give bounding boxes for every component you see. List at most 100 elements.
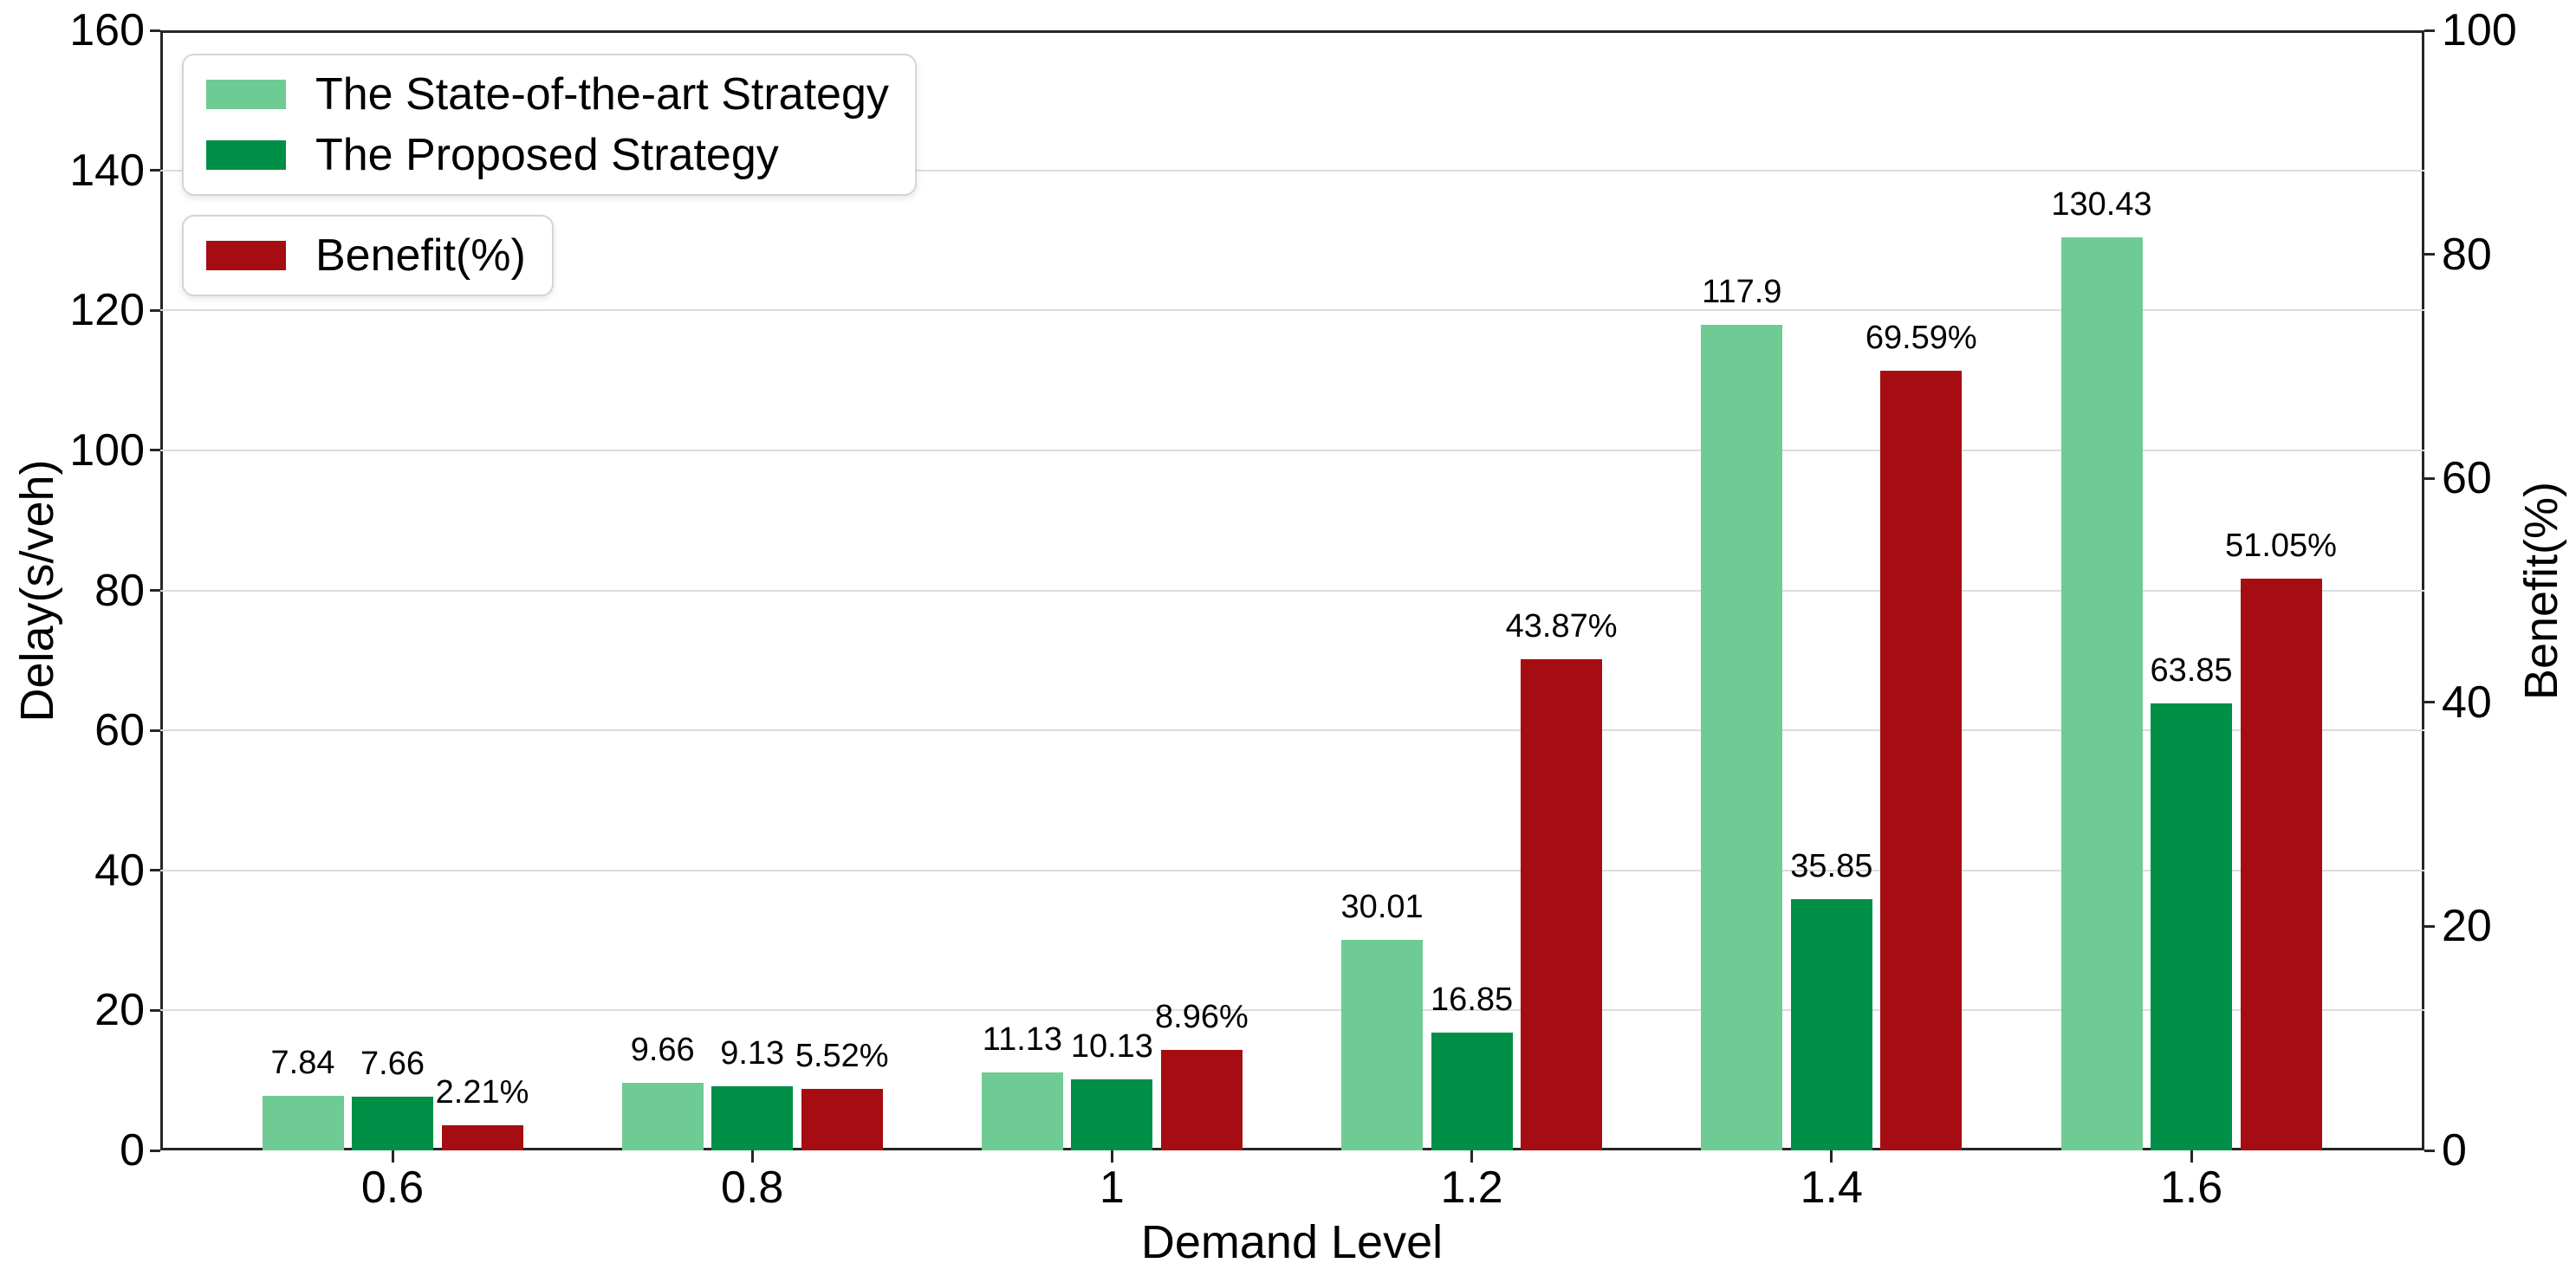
bar-label-s2-0.6: 2.21%	[435, 1074, 529, 1111]
gridline-120	[160, 309, 2424, 312]
bar-label-s2-1.2: 43.87%	[1505, 607, 1618, 644]
left-tick-label-40: 40	[94, 845, 145, 896]
bar-label-s0-1.6: 130.43	[2051, 185, 2152, 223]
x-tick-label-1.4: 1.4	[1800, 1163, 1863, 1213]
left-tick-label-100: 100	[69, 424, 145, 476]
bar-s1-0.6	[352, 1097, 433, 1150]
right-tick-label-20: 20	[2442, 901, 2492, 952]
bar-s2-1.4	[1880, 371, 1963, 1150]
gridline-60	[160, 729, 2424, 732]
legend-item-label-0: The State-of-the-art Strategy	[315, 69, 889, 120]
right-tick-label-80: 80	[2442, 229, 2492, 280]
bar-label-s2-1.4: 69.59%	[1865, 320, 1977, 357]
bar-s1-1.4	[1790, 899, 1872, 1150]
legend-item-2: Benefit(%)	[206, 230, 526, 281]
left-tick-label-20: 20	[94, 985, 145, 1036]
right-tick-100	[2424, 29, 2435, 32]
left-tick-0	[150, 1149, 160, 1152]
bar-s0-1.6	[2060, 236, 2143, 1150]
bar-label-s2-1.6: 51.05%	[2225, 527, 2337, 564]
legend-item-1: The Proposed Strategy	[206, 130, 889, 180]
bar-s0-1.4	[1701, 325, 1783, 1150]
gridline-140	[160, 169, 2424, 172]
left-tick-160	[150, 29, 160, 32]
legend-swatch-0	[206, 80, 286, 109]
bar-s0-1	[981, 1072, 1063, 1150]
x-tick-1	[1110, 1150, 1113, 1163]
left-tick-label-160: 160	[69, 5, 145, 55]
legend-item-label-2: Benefit(%)	[315, 230, 526, 281]
right-tick-label-40: 40	[2442, 677, 2492, 728]
left-axis-title: Delay(s/veh)	[11, 459, 63, 722]
right-tick-40	[2424, 701, 2435, 704]
bar-s1-0.8	[711, 1086, 794, 1150]
gridline-80	[160, 589, 2424, 592]
legend-item-label-1: The Proposed Strategy	[315, 130, 779, 180]
bar-s0-0.6	[262, 1095, 344, 1150]
x-tick-label-0.8: 0.8	[721, 1163, 784, 1213]
x-tick-0.6	[391, 1150, 394, 1163]
right-tick-80	[2424, 253, 2435, 256]
bar-s2-1.2	[1521, 658, 1603, 1150]
gridline-40	[160, 869, 2424, 871]
bar-s2-0.8	[801, 1088, 883, 1150]
legend-swatch-1	[206, 140, 286, 170]
left-tick-label-80: 80	[94, 565, 145, 616]
x-tick-1.2	[1470, 1150, 1474, 1163]
left-tick-label-0: 0	[120, 1125, 145, 1176]
left-tick-20	[150, 1008, 160, 1012]
bar-s0-1.2	[1341, 940, 1424, 1150]
x-axis-title: Demand Level	[1140, 1216, 1444, 1268]
left-tick-label-120: 120	[69, 285, 145, 336]
right-tick-60	[2424, 476, 2435, 480]
bar-label-s1-1.4: 35.85	[1790, 848, 1873, 885]
right-axis-title: Benefit(%)	[2515, 481, 2567, 701]
x-tick-1.6	[2190, 1150, 2193, 1163]
bar-label-s1-1.2: 16.85	[1431, 981, 1514, 1018]
bar-label-s0-0.8: 9.66	[630, 1031, 695, 1068]
left-tick-40	[150, 869, 160, 872]
right-tick-label-0: 0	[2442, 1125, 2467, 1176]
bar-s1-1.6	[2151, 703, 2232, 1150]
bar-s0-0.8	[621, 1082, 704, 1150]
right-tick-20	[2424, 924, 2435, 928]
left-tick-120	[150, 308, 160, 312]
right-tick-label-100: 100	[2442, 5, 2517, 55]
bar-s2-1.6	[2240, 578, 2322, 1150]
bar-label-s1-0.6: 7.66	[360, 1046, 425, 1083]
gridline-20	[160, 1009, 2424, 1012]
x-tick-label-1.6: 1.6	[2159, 1163, 2223, 1213]
left-tick-140	[150, 169, 160, 172]
bar-label-s1-1.6: 63.85	[2150, 652, 2233, 689]
bar-label-s1-1: 10.13	[1070, 1028, 1153, 1065]
legend-box-1: Benefit(%)	[182, 215, 554, 296]
bar-label-s0-1.4: 117.9	[1702, 274, 1782, 311]
left-tick-80	[150, 589, 160, 592]
legend-item-0: The State-of-the-art Strategy	[206, 69, 889, 120]
x-tick-label-1.2: 1.2	[1440, 1163, 1503, 1213]
bar-s2-0.6	[441, 1125, 523, 1150]
right-tick-label-60: 60	[2442, 453, 2492, 504]
x-tick-label-0.6: 0.6	[360, 1163, 425, 1213]
left-tick-label-60: 60	[94, 705, 145, 756]
bar-label-s0-0.6: 7.84	[270, 1044, 335, 1081]
left-tick-100	[150, 449, 160, 452]
left-tick-60	[150, 729, 160, 732]
bar-s2-1	[1160, 1050, 1243, 1150]
bar-label-s0-1: 11.13	[982, 1021, 1063, 1059]
bar-s1-1	[1071, 1079, 1153, 1150]
bar-s1-1.2	[1431, 1032, 1513, 1150]
bar-label-s0-1.2: 30.01	[1340, 889, 1424, 926]
legend-box-0: The State-of-the-art Strategy The Propose…	[182, 54, 917, 196]
x-tick-0.8	[750, 1150, 754, 1163]
right-tick-0	[2424, 1149, 2435, 1152]
legend-swatch-2	[206, 241, 286, 270]
bar-label-s2-1: 8.96%	[1155, 999, 1249, 1036]
bar-label-s1-0.8: 9.13	[720, 1035, 785, 1072]
x-tick-1.4	[1830, 1150, 1833, 1163]
bar-label-s2-0.8: 5.52%	[795, 1037, 889, 1074]
gridline-100	[160, 449, 2424, 451]
x-tick-label-1: 1	[1099, 1163, 1125, 1213]
left-tick-label-140: 140	[69, 145, 145, 196]
